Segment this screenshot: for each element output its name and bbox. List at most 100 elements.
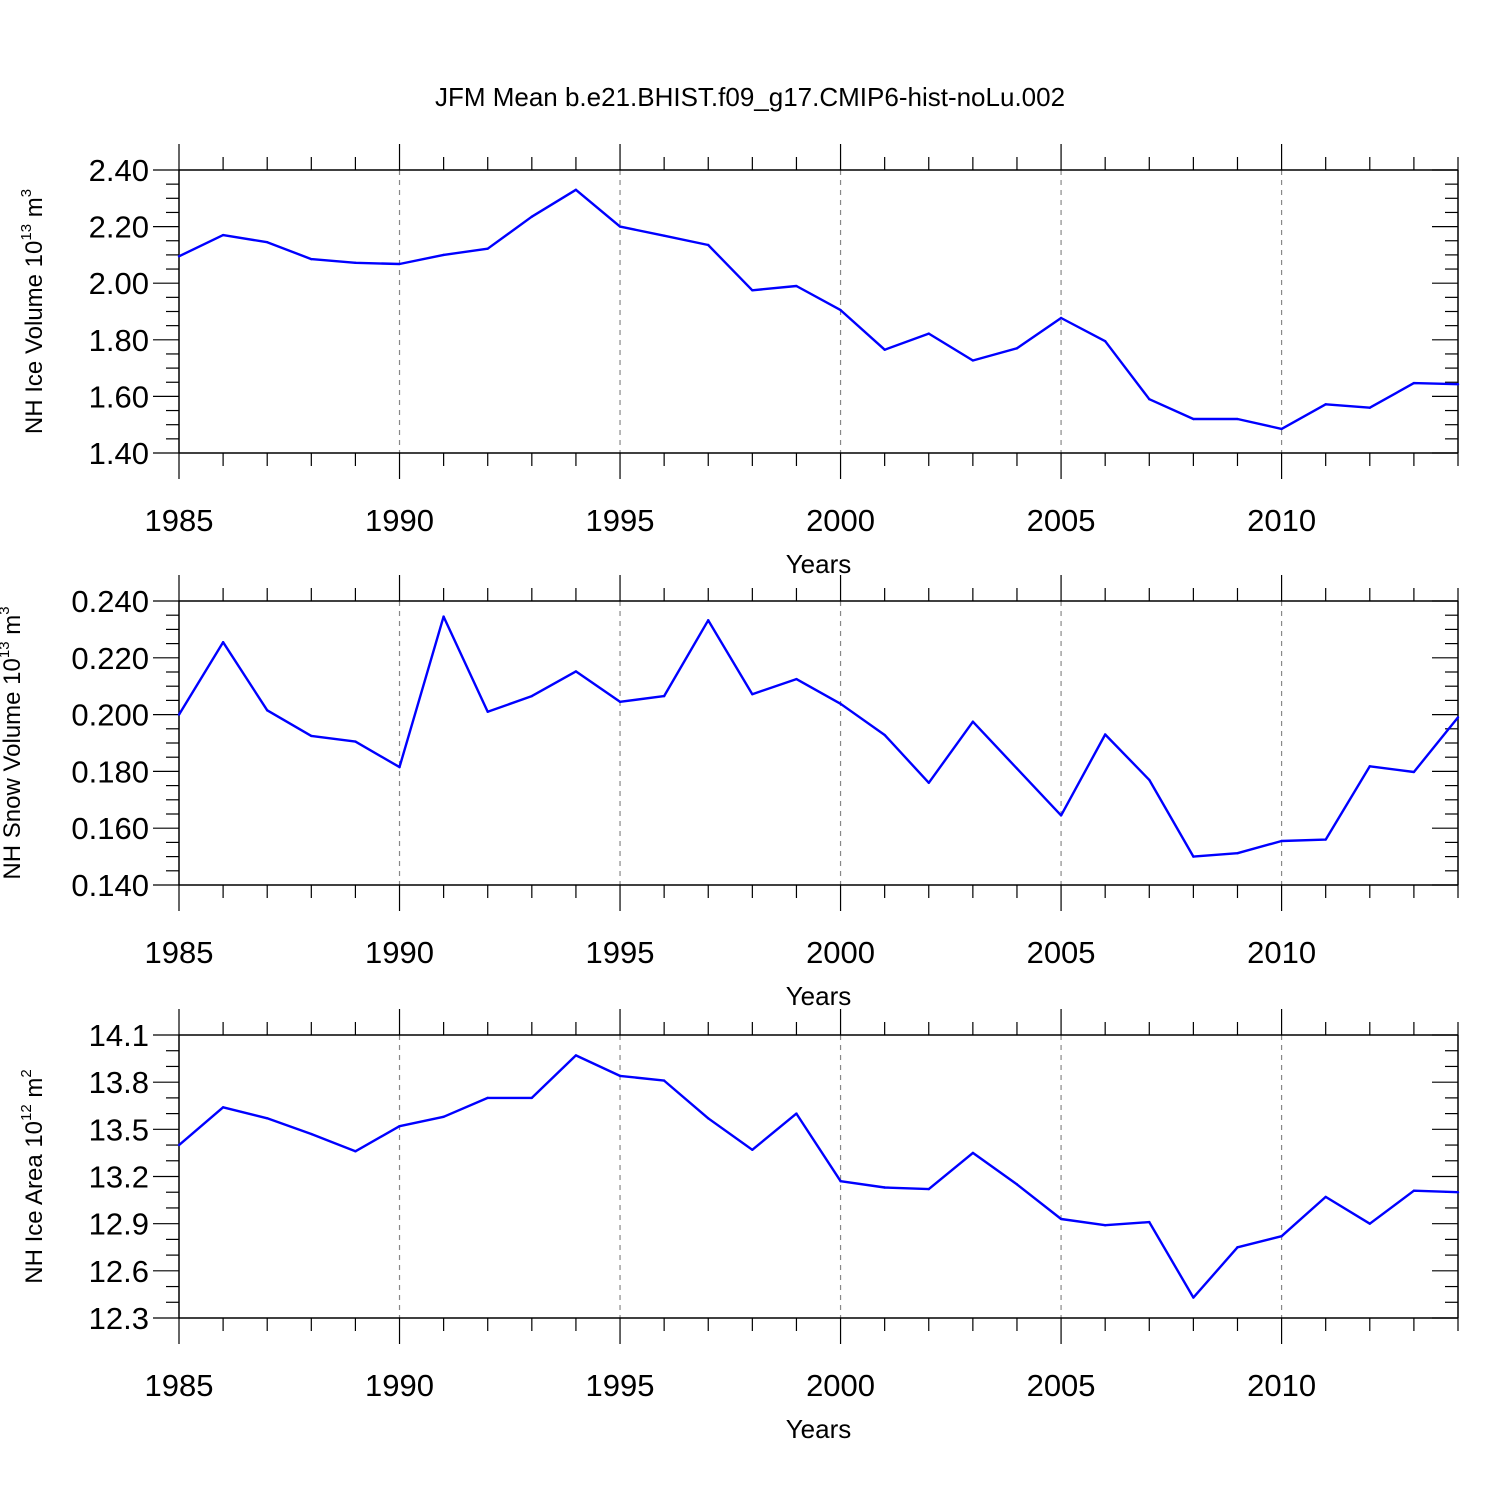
- data-point: [310, 257, 313, 261]
- data-point: [1148, 1220, 1151, 1224]
- data-point: [927, 332, 930, 335]
- data-point: [266, 1117, 269, 1120]
- data-point: [486, 247, 489, 250]
- series-line-ice-volume: [178, 188, 1459, 431]
- data-point: [839, 702, 842, 706]
- data-point: [662, 234, 666, 237]
- data-point: [795, 677, 798, 681]
- data-point: [1103, 340, 1107, 343]
- data-point: [1324, 1195, 1327, 1199]
- data-point: [1368, 1222, 1371, 1225]
- y-tick-label: 0.160: [71, 811, 149, 846]
- data-point: [618, 700, 622, 704]
- data-point: [221, 233, 225, 237]
- data-point: [1148, 778, 1151, 782]
- y-tick-label: 1.60: [89, 379, 149, 414]
- y-axis-title: NH Ice Volume 1013 m3: [18, 189, 48, 434]
- data-point: [1324, 838, 1327, 841]
- data-point: [1148, 398, 1151, 401]
- x-tick-label: 2005: [1027, 1368, 1096, 1403]
- data-point: [662, 1079, 666, 1082]
- panel-snow-volume: 1985 1990 1995 2000 2005 2010 0.140 0.160 0.180 0…: [0, 575, 1460, 1011]
- x-tick-label: 1995: [586, 935, 655, 970]
- y-tick-label: 13.5: [89, 1112, 149, 1147]
- series-line-snow-volume: [177, 615, 1459, 858]
- x-tick-label: 2000: [806, 935, 875, 970]
- data-point: [971, 1151, 975, 1155]
- y-axis-title-unit-exponent: 2: [18, 1069, 35, 1077]
- data-point: [574, 670, 578, 673]
- data-point: [530, 1096, 534, 1100]
- x-tick-label: 2010: [1247, 935, 1316, 970]
- data-point: [1412, 381, 1416, 385]
- x-tick-label: 1990: [365, 503, 434, 538]
- x-tick-label: 1985: [145, 503, 214, 538]
- x-tick-label: 1990: [365, 1368, 434, 1403]
- data-point: [486, 710, 489, 713]
- data-point: [1015, 347, 1019, 350]
- y-tick-label: 2.20: [89, 210, 149, 245]
- data-point: [618, 1074, 622, 1078]
- data-point: [1192, 417, 1195, 421]
- data-point: [310, 1132, 313, 1136]
- data-point: [354, 1150, 357, 1153]
- data-point: [662, 694, 666, 698]
- series-line-ice-area: [178, 1054, 1459, 1299]
- y-axis-title-exponent: 13: [18, 224, 35, 241]
- data-point: [883, 733, 886, 737]
- x-axis-title: Years: [786, 1414, 852, 1444]
- data-point: [795, 1112, 798, 1115]
- data-point: [354, 740, 357, 743]
- data-point: [1368, 406, 1371, 409]
- data-point: [1280, 1235, 1283, 1238]
- y-tick-label: 2.40: [89, 153, 149, 188]
- data-point: [795, 284, 798, 288]
- panel-ice-volume: 1985 1990 1995 2000 2005 2010 1.40 1.60 1.80 2.00…: [18, 144, 1460, 579]
- y-tick-label: 0.240: [71, 584, 149, 619]
- data-point: [1015, 1183, 1019, 1186]
- data-point: [442, 1115, 445, 1118]
- y-tick-label: 0.200: [71, 698, 149, 733]
- data-point: [221, 640, 225, 644]
- y-axis-title-unit-exponent: 3: [18, 189, 35, 197]
- data-point: [751, 289, 754, 292]
- data-point: [442, 615, 445, 618]
- data-point: [1236, 851, 1239, 855]
- data-point: [707, 619, 710, 622]
- data-point: [398, 765, 401, 769]
- data-point: [1280, 839, 1283, 843]
- x-tick-label: 1990: [365, 935, 434, 970]
- data-point: [574, 188, 578, 192]
- y-axis-title-exponent: 12: [18, 1104, 35, 1121]
- data-point: [177, 1143, 181, 1147]
- data-point: [1456, 383, 1460, 386]
- data-point: [1368, 765, 1371, 768]
- y-tick-label: 0.220: [71, 641, 149, 676]
- data-point: [1059, 1217, 1063, 1221]
- data-point: [398, 262, 401, 266]
- x-axis-title: Years: [786, 981, 852, 1011]
- data-point: [751, 692, 754, 696]
- x-tick-label: 2000: [806, 1368, 875, 1403]
- data-point: [310, 734, 313, 738]
- data-point: [1236, 417, 1239, 421]
- y-axis-title-text: NH Ice Volume 10: [21, 241, 48, 434]
- y-tick-label: 12.3: [89, 1301, 149, 1336]
- x-axis-title: Years: [786, 549, 852, 579]
- y-axis-title-unit-exponent: 3: [0, 606, 13, 614]
- panel-ice-area: 1985 1990 1995 2000 2005 2010 12.3 12.6 12.9 13.2…: [18, 1009, 1460, 1444]
- x-tick-label: 1985: [145, 1368, 214, 1403]
- x-tick-label: 1995: [586, 503, 655, 538]
- data-point: [1103, 1224, 1107, 1227]
- x-tick-label: 2010: [1247, 1368, 1316, 1403]
- data-point: [266, 709, 269, 712]
- x-tick-label: 1985: [145, 935, 214, 970]
- y-tick-label: 0.180: [71, 754, 149, 789]
- data-point: [1280, 427, 1283, 431]
- y-axis-title: NH Ice Area 1012 m2: [18, 1069, 48, 1283]
- y-tick-label: 12.9: [89, 1207, 149, 1242]
- y-tick-label: 13.8: [89, 1065, 149, 1100]
- data-point: [883, 1186, 886, 1189]
